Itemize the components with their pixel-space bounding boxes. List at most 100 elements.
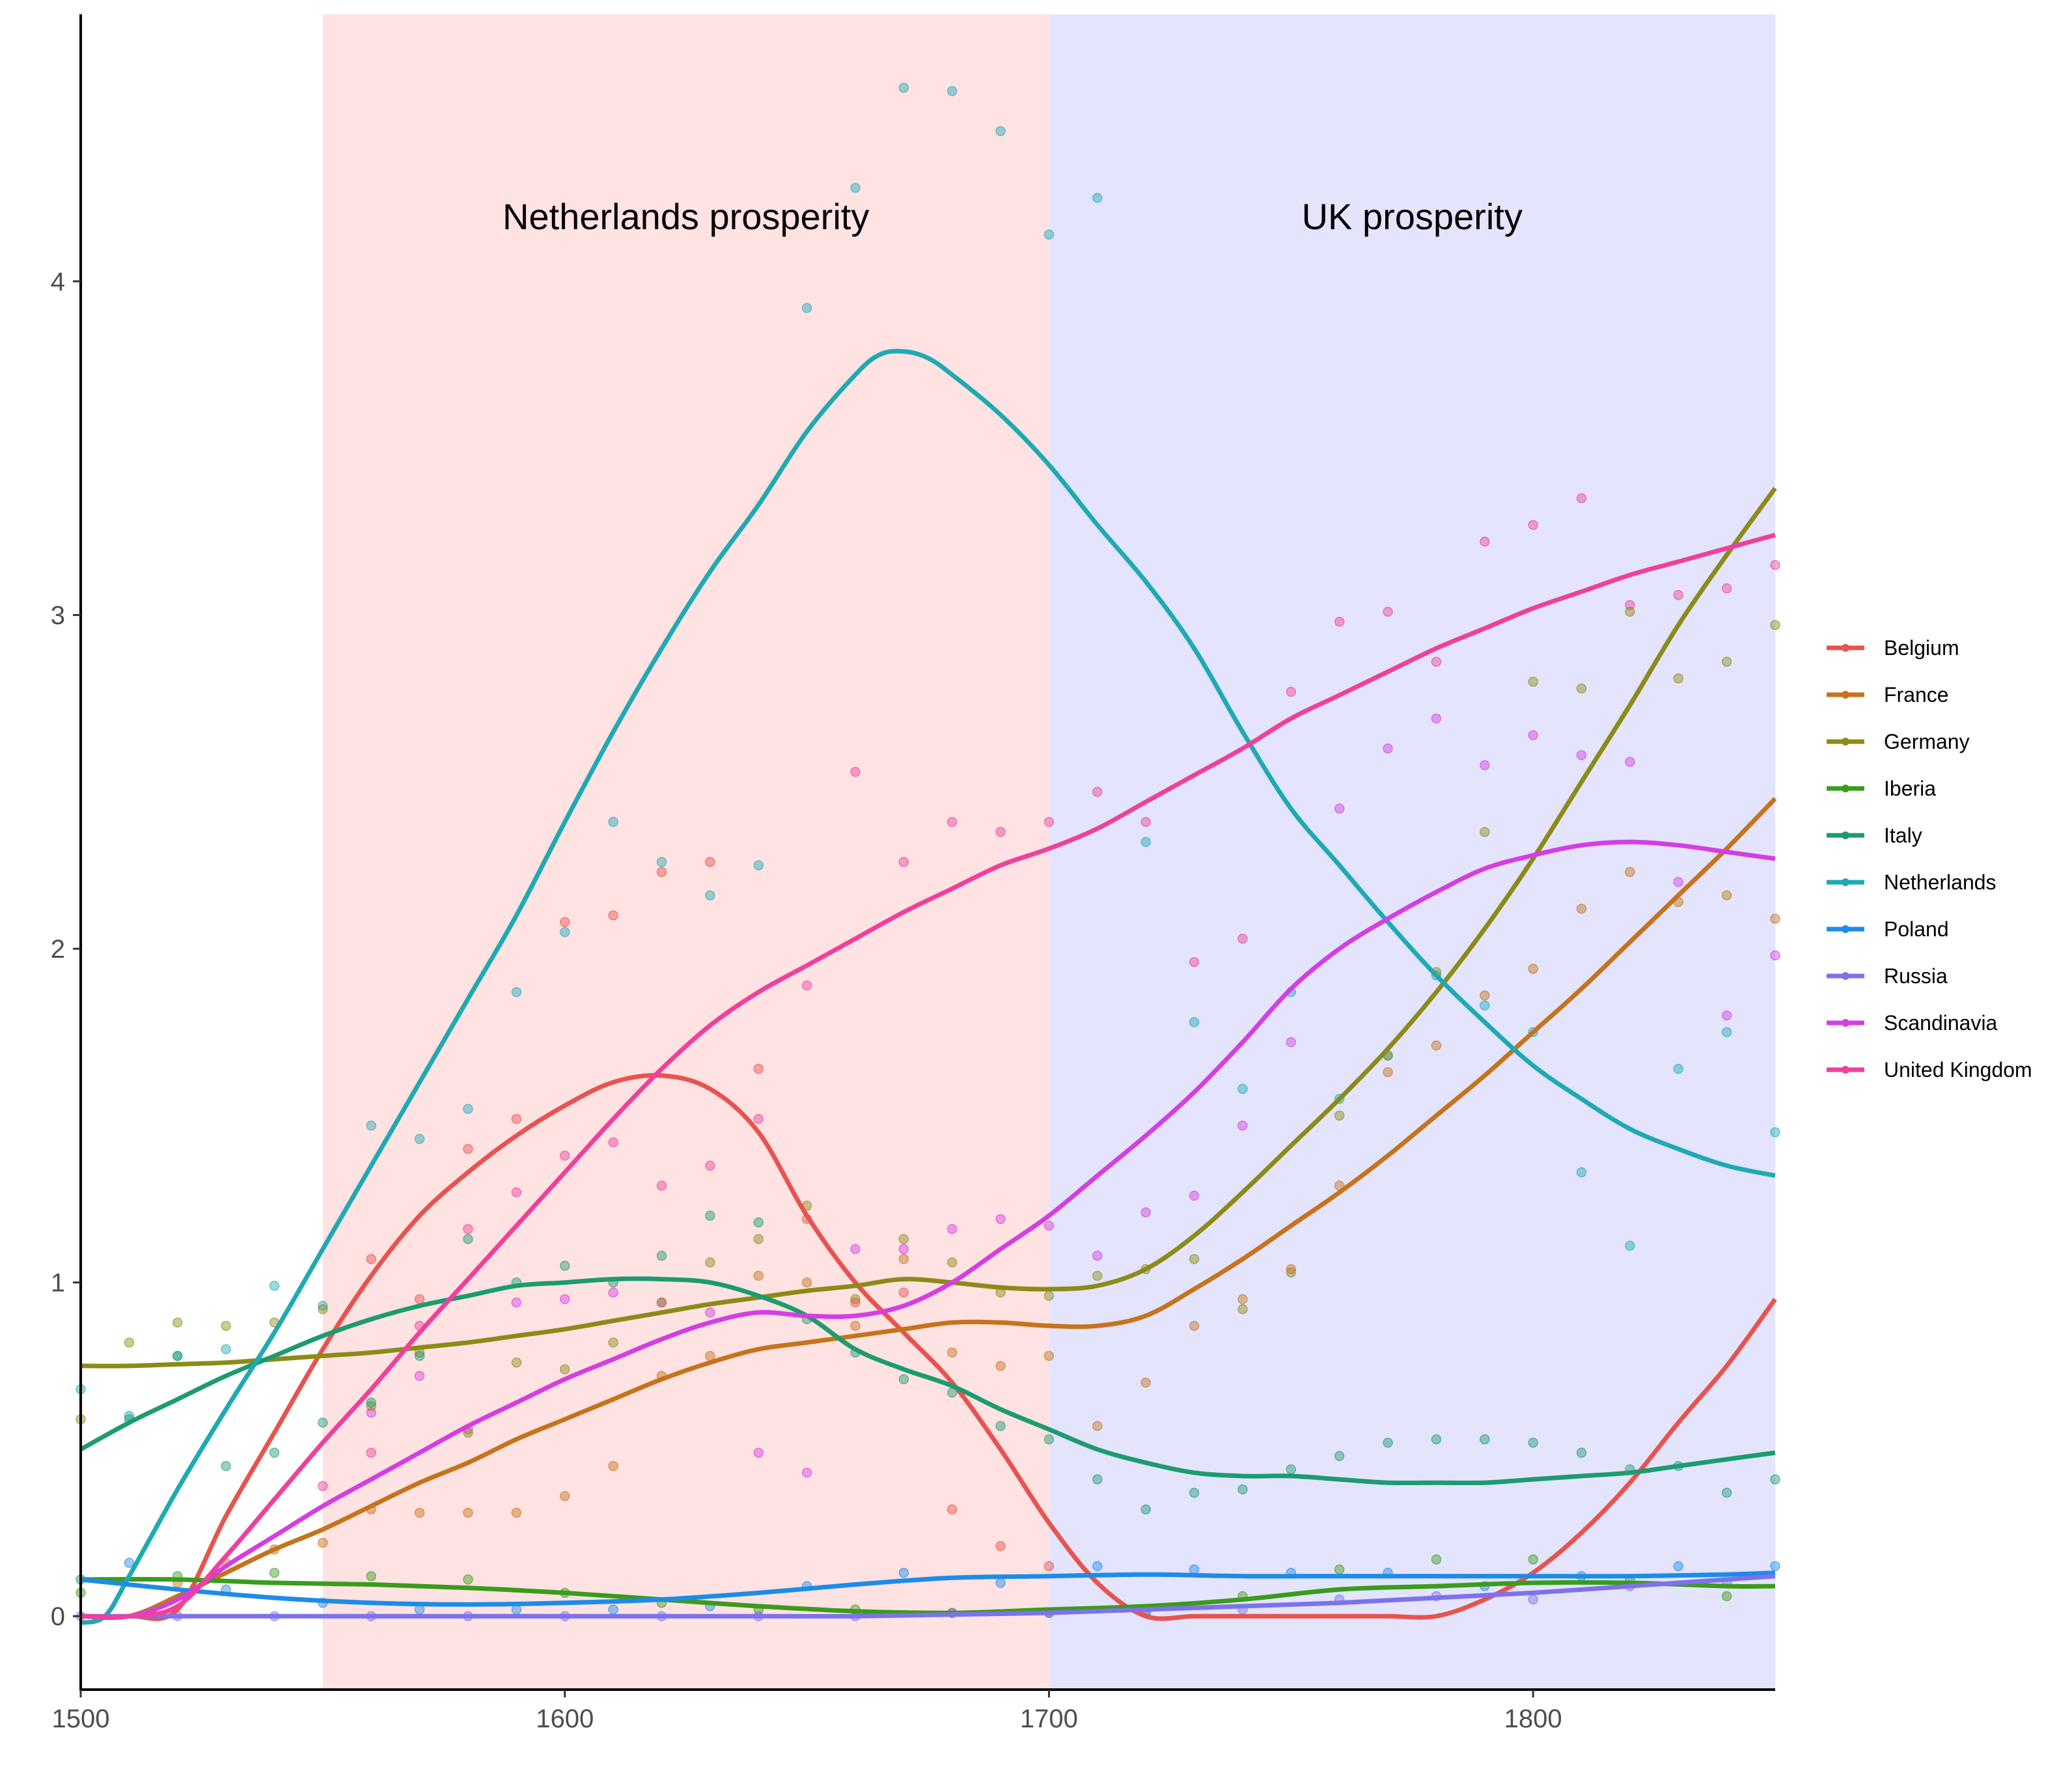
data-point [1334,1564,1345,1575]
data-point [559,1150,570,1161]
legend-item-scandinavia: Scandinavia [1827,1011,1998,1035]
data-point [1140,1504,1151,1514]
data-point [995,826,1006,837]
legend-label: Netherlands [1884,871,1996,894]
data-point [850,1297,861,1308]
x-tick-label: 1700 [1020,1705,1078,1733]
data-point [801,980,812,991]
data-point [1237,1121,1248,1131]
y-tick-label: 1 [51,1269,65,1298]
data-point [608,1604,618,1615]
data-point [1140,1377,1151,1388]
data-point [1721,1591,1732,1602]
data-point [414,1350,425,1361]
data-point [1528,1437,1538,1448]
data-point [1480,826,1490,837]
data-point [898,1234,909,1244]
data-point [172,1317,183,1328]
data-point [1528,676,1538,687]
data-point [1043,1561,1055,1572]
data-point [995,1578,1006,1588]
data-point [608,1460,618,1471]
data-point [850,766,861,777]
data-point [1480,1000,1490,1011]
data-point [1576,493,1587,503]
data-point [1576,1447,1587,1458]
series-line-france [80,797,1777,1621]
data-point [1528,520,1538,530]
data-point [1189,1487,1200,1498]
data-point [1528,730,1538,740]
data-point [850,1294,861,1305]
data-point [1383,1437,1393,1448]
data-point [1673,876,1684,887]
data-point [656,1250,667,1261]
y-tick-label: 4 [51,268,65,296]
data-point [463,1104,473,1114]
data-point [1431,1554,1442,1565]
data-point [269,1567,280,1578]
legend-key-point [1842,878,1849,886]
data-point [705,1160,715,1171]
data-point [1528,1594,1538,1605]
data-point [850,1320,861,1332]
data-point [753,1217,764,1228]
legend-label: United Kingdom [1884,1058,2032,1081]
data-point [1043,1220,1055,1231]
data-point [898,1287,909,1298]
data-point [898,83,909,93]
data-point [1237,1083,1248,1095]
data-point [1721,583,1732,594]
data-point [1189,956,1200,968]
data-point [318,1481,328,1492]
series-line-germany [80,486,1777,1369]
data-point [463,1143,473,1154]
data-point [511,1507,522,1518]
data-point [946,86,958,96]
legend-key-point [1842,644,1849,652]
data-point [753,1063,764,1074]
legend-item-germany: Germany [1827,730,1970,753]
data-point [1480,990,1490,1001]
region-label-1: UK prosperity [1302,196,1523,237]
data-point [753,1270,764,1281]
data-point [1576,683,1587,694]
smoothed-lines [79,348,1777,1625]
data-point [559,1490,570,1501]
data-point [1092,1270,1103,1281]
data-point [414,1294,425,1305]
data-point [463,1507,473,1518]
data-point [801,303,812,313]
data-point [608,1287,618,1298]
data-point [705,1350,715,1361]
data-point [1043,1350,1055,1361]
data-point [656,867,667,878]
legend-label: Germany [1884,730,1970,753]
series-line-italy [79,1276,1776,1486]
data-point [1237,1304,1248,1315]
data-point [511,1604,522,1615]
data-point [1043,1290,1055,1301]
data-point [1043,816,1055,828]
data-point [1576,903,1587,914]
series-line-russia [80,1574,1776,1619]
data-point [1625,757,1635,767]
data-point [366,1397,376,1408]
data-point [1625,606,1635,617]
data-point [1237,1294,1248,1305]
x-tick-label: 1600 [536,1705,594,1733]
data-point [414,1371,425,1381]
data-point [1431,713,1442,724]
x-tick-label: 1500 [52,1705,110,1733]
data-point [124,1337,135,1348]
legend-label: Belgium [1884,636,1959,660]
data-point [995,126,1006,137]
data-point [1721,890,1732,900]
data-point [1625,1240,1635,1251]
data-point [559,1364,570,1374]
data-point [1480,760,1490,770]
data-point [511,1357,522,1368]
data-point [463,1223,473,1234]
legend-key-point [1842,785,1849,792]
